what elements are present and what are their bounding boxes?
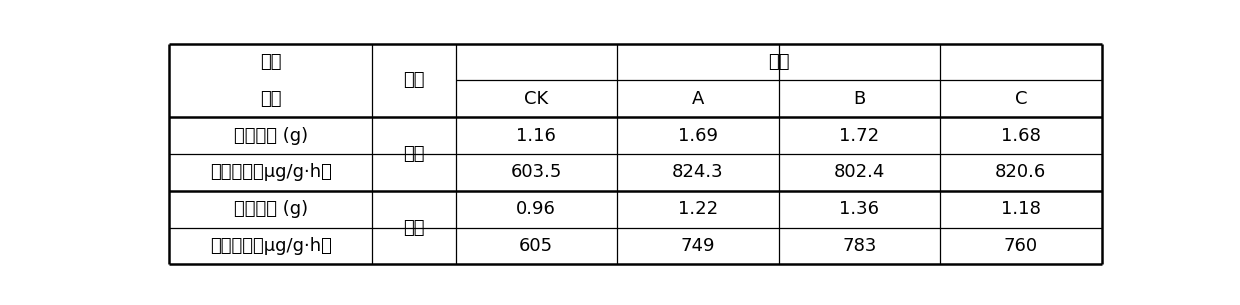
Text: 824.3: 824.3 bbox=[672, 163, 724, 181]
Text: C: C bbox=[1014, 90, 1027, 108]
Text: CK: CK bbox=[525, 90, 548, 108]
Text: 1.36: 1.36 bbox=[839, 200, 879, 218]
Text: 根系鲜重 (g): 根系鲜重 (g) bbox=[234, 127, 308, 145]
Text: 0.96: 0.96 bbox=[516, 200, 557, 218]
Text: 1.68: 1.68 bbox=[1001, 127, 1040, 145]
Text: 820.6: 820.6 bbox=[996, 163, 1047, 181]
Text: A: A bbox=[692, 90, 704, 108]
Text: 749: 749 bbox=[681, 237, 715, 255]
Text: 根系活力（μg/g·h）: 根系活力（μg/g·h） bbox=[210, 163, 332, 181]
Text: 605: 605 bbox=[520, 237, 553, 255]
Text: 603.5: 603.5 bbox=[511, 163, 562, 181]
Text: 小麦: 小麦 bbox=[403, 145, 425, 163]
Text: 1.69: 1.69 bbox=[678, 127, 718, 145]
Text: 项目: 项目 bbox=[260, 53, 281, 71]
Text: 1.72: 1.72 bbox=[839, 127, 879, 145]
Text: 760: 760 bbox=[1003, 237, 1038, 255]
Text: 玉米: 玉米 bbox=[403, 219, 425, 237]
Text: 783: 783 bbox=[842, 237, 877, 255]
Text: 1.22: 1.22 bbox=[678, 200, 718, 218]
Text: 1.16: 1.16 bbox=[516, 127, 557, 145]
Text: 作物: 作物 bbox=[403, 71, 425, 89]
Text: 处理: 处理 bbox=[260, 90, 281, 108]
Text: B: B bbox=[853, 90, 866, 108]
Text: 根系鲜重 (g): 根系鲜重 (g) bbox=[234, 200, 308, 218]
Text: 根系活力（μg/g·h）: 根系活力（μg/g·h） bbox=[210, 237, 332, 255]
Text: 802.4: 802.4 bbox=[833, 163, 885, 181]
Text: 处理: 处理 bbox=[768, 53, 790, 71]
Text: 1.18: 1.18 bbox=[1001, 200, 1040, 218]
